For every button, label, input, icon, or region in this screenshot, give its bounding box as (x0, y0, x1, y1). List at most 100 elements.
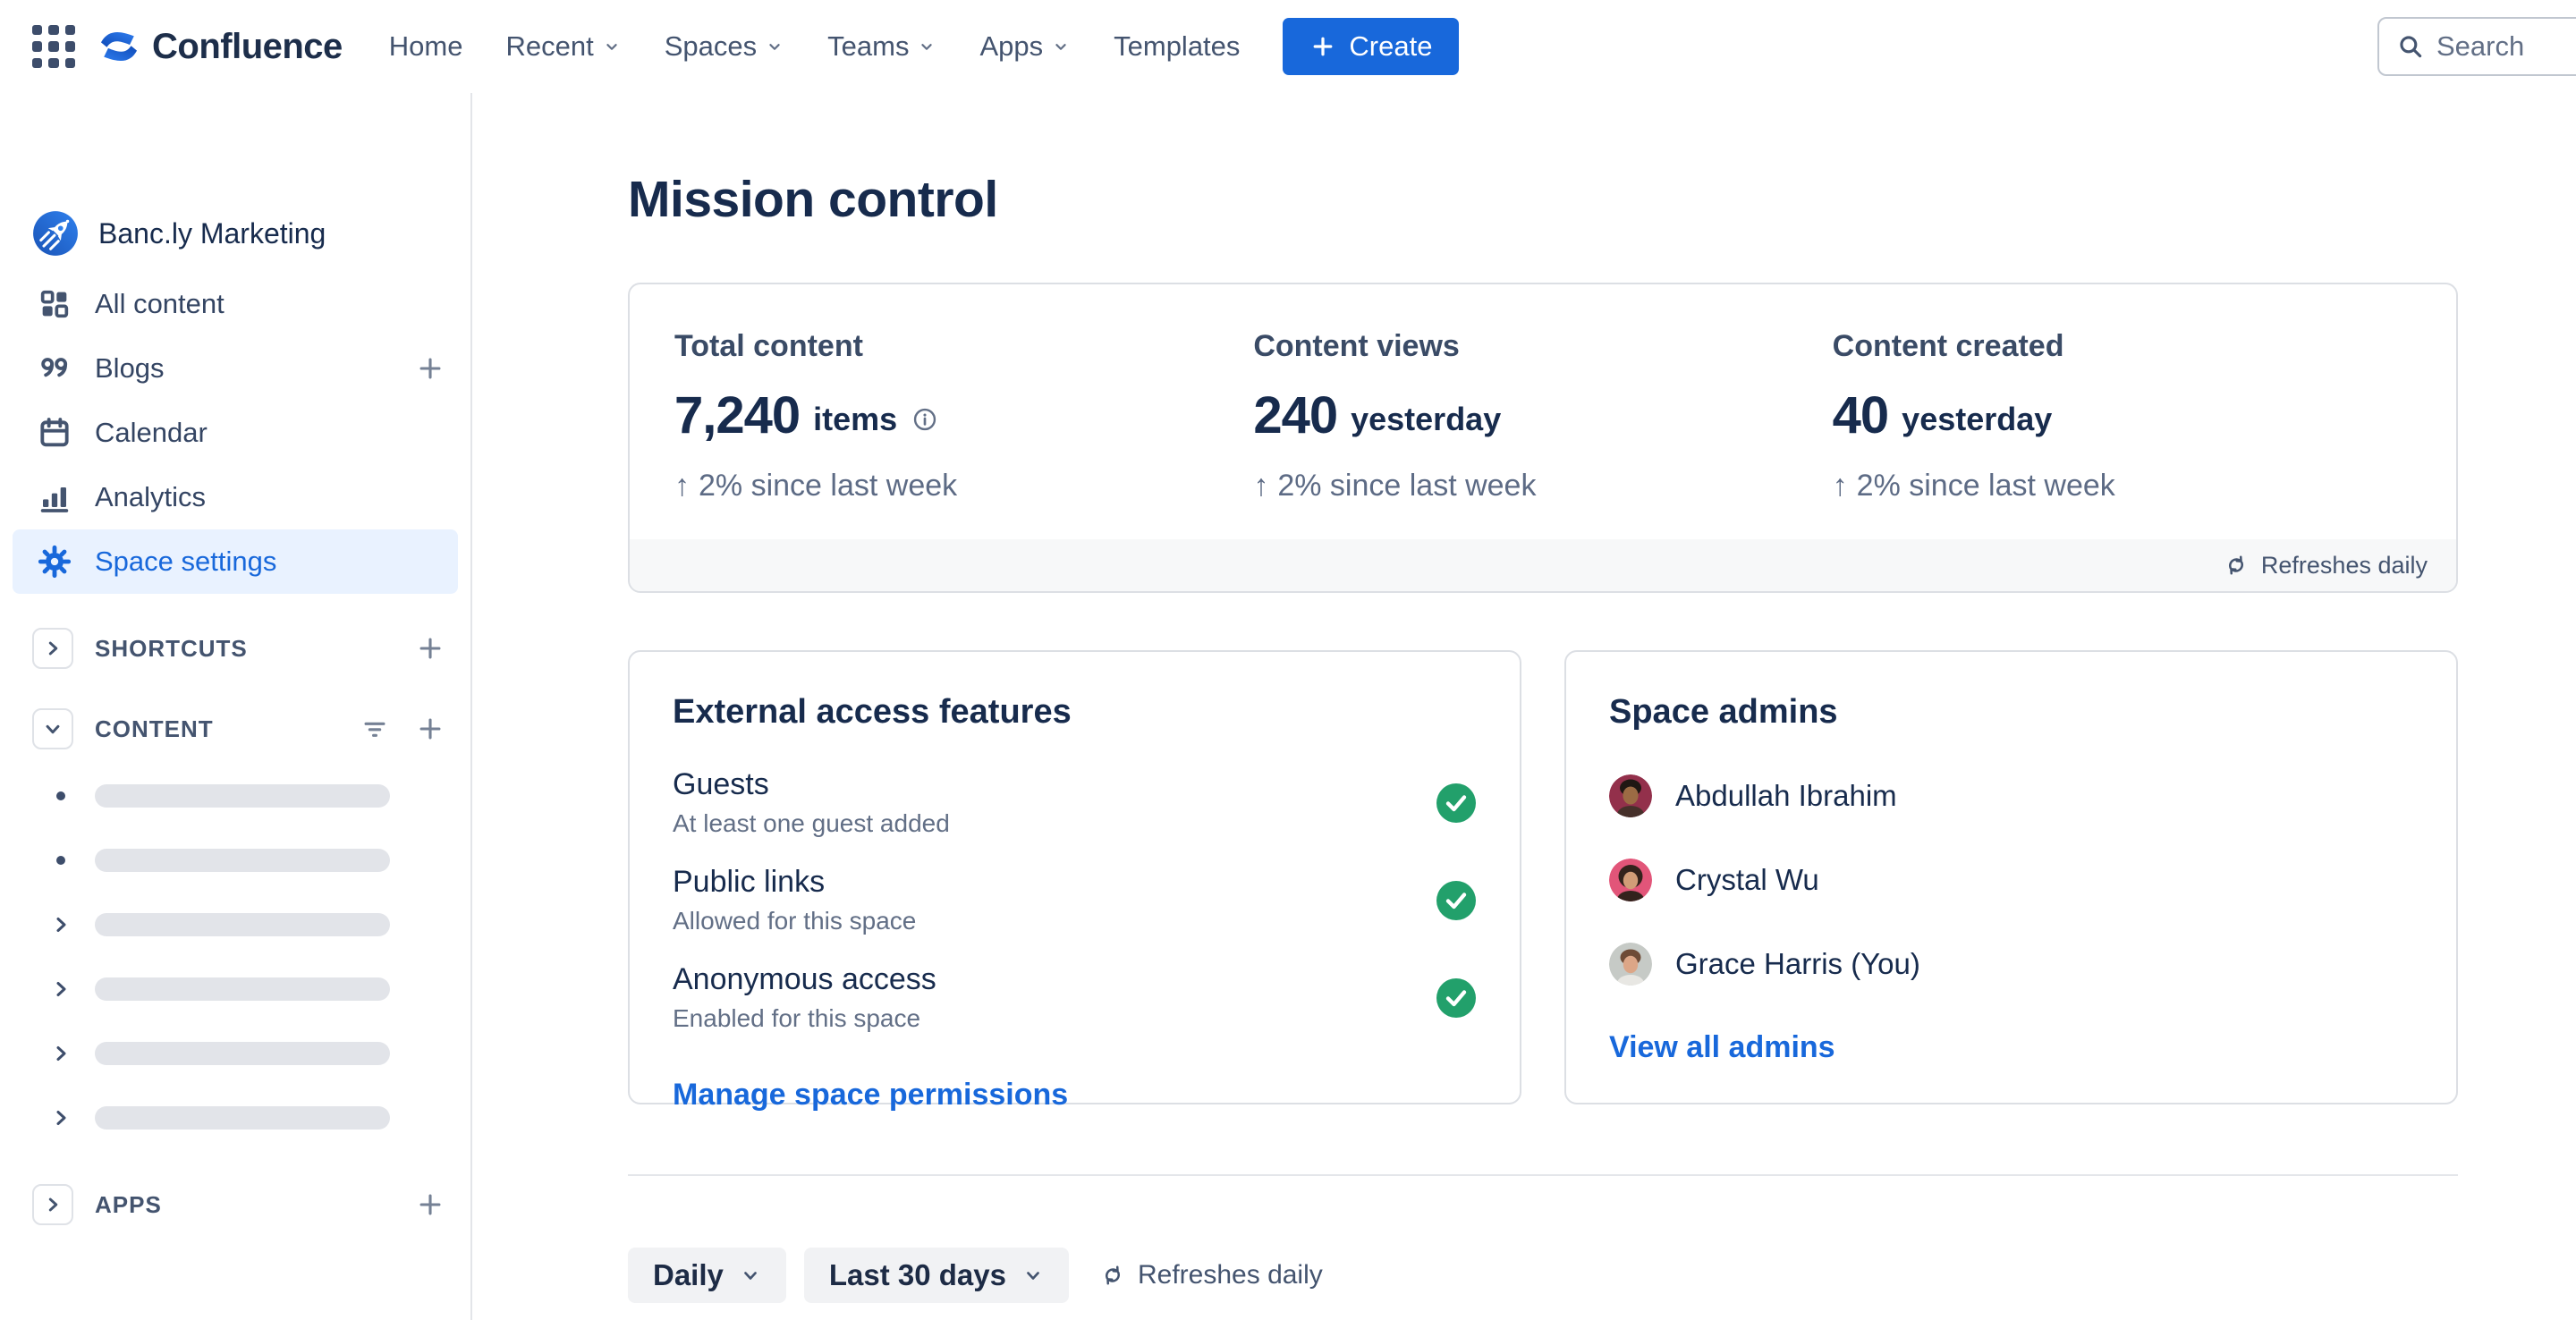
feature-description: At least one guest added (673, 809, 950, 837)
nav-item-recent[interactable]: Recent (506, 30, 622, 63)
check-circle-icon (1436, 783, 1476, 823)
nav-item-apps[interactable]: Apps (979, 30, 1071, 63)
feature-label: Anonymous access (673, 962, 936, 996)
chevron-down-icon (1055, 44, 1066, 50)
stat-trend: ↑ 2% since last week (1253, 469, 1537, 503)
section-label: SHORTCUTS (95, 634, 248, 662)
chevron-right-icon[interactable] (48, 912, 73, 937)
nav-item-teams[interactable]: Teams (827, 30, 936, 63)
analytics-controls: Daily Last 30 days R (628, 1248, 2458, 1303)
stat-unit: yesterday (1351, 400, 1502, 437)
admin-row[interactable]: Crystal Wu (1609, 859, 2413, 901)
sidebar-item-analytics[interactable]: Analytics (0, 465, 470, 529)
primary-nav: Home Recent Spaces Teams Apps Templates (389, 30, 1241, 63)
skeleton-bar (95, 913, 390, 936)
skeleton-bar (95, 977, 390, 1001)
confluence-logo[interactable]: Confluence (98, 27, 343, 67)
sidebar-item-label: Blogs (95, 352, 165, 384)
card-title: External access features (673, 693, 1072, 731)
stat-title: Content views (1253, 329, 1460, 363)
chevron-right-icon[interactable] (48, 1041, 73, 1066)
bullet-icon (48, 848, 73, 873)
granularity-dropdown[interactable]: Daily (628, 1248, 786, 1303)
quote-icon (36, 350, 73, 387)
admin-name: Grace Harris (You) (1675, 947, 1920, 980)
space-header[interactable]: Banc.ly Marketing (0, 195, 470, 272)
feature-label: Public links (673, 865, 826, 899)
admin-name: Crystal Wu (1675, 863, 1819, 896)
trend-up-icon: ↑ (674, 469, 690, 503)
nav-item-home[interactable]: Home (388, 30, 463, 62)
add-shortcut-icon[interactable] (415, 633, 445, 664)
chevron-right-icon (48, 641, 58, 656)
trend-up-icon: ↑ (1253, 469, 1269, 503)
stat-title: Content created (1832, 329, 2064, 363)
admin-name: Abdullah Ibrahim (1675, 779, 1897, 812)
section-label: APPS (95, 1190, 162, 1218)
add-blog-icon[interactable] (415, 353, 445, 384)
stat-title: Total content (674, 329, 863, 363)
skeleton-bar (95, 1042, 390, 1065)
chevron-down-icon (1027, 1272, 1039, 1280)
stat-value: 7,240 (674, 386, 801, 444)
sidebar-item-blogs[interactable]: Blogs (0, 336, 470, 401)
admin-row[interactable]: Abdullah Ibrahim (1609, 774, 2413, 817)
manage-space-permissions-link[interactable]: Manage space permissions (673, 1078, 1069, 1112)
content-tree-loading-item (0, 957, 470, 1021)
space-admins-card: Space admins Ab (1564, 650, 2458, 1104)
page-title: Mission control (628, 171, 998, 228)
avatar (1609, 943, 1652, 986)
content-tree-loading-item (0, 893, 470, 957)
collapse-content-button[interactable] (32, 708, 73, 749)
refresh-note: Refreshes daily (1099, 1260, 1323, 1290)
stat-total-content: Total content 7,240 items (674, 329, 1253, 503)
grid-icon (36, 285, 73, 323)
info-icon[interactable] (911, 405, 939, 434)
skeleton-bar (95, 1106, 390, 1130)
chevron-right-icon (48, 1197, 58, 1212)
section-divider (628, 1174, 2458, 1176)
search-icon (2400, 36, 2422, 58)
chevron-down-icon (46, 724, 60, 734)
space-logo-rocket-icon (33, 211, 78, 256)
stat-trend: ↑ 2% since last week (1832, 469, 2115, 503)
search-input[interactable] (2436, 30, 2576, 63)
external-access-card: External access features Guests At least… (628, 650, 1521, 1112)
expand-shortcuts-button[interactable] (32, 628, 73, 669)
chevron-right-icon[interactable] (48, 1105, 73, 1130)
sidebar-item-space-settings[interactable]: Space settings (13, 529, 458, 594)
chevron-down-icon (921, 44, 933, 50)
feature-row-guests: Guests At least one guest added (673, 767, 1477, 838)
content-tree-loading-item (0, 1021, 470, 1086)
stats-refresh-note: Refreshes daily (630, 539, 2456, 591)
filter-icon[interactable] (360, 714, 390, 744)
sidebar-section-content: CONTENT (0, 694, 470, 764)
create-button[interactable]: Create (1283, 18, 1460, 75)
stats-summary-card: Total content 7,240 items (628, 283, 2458, 593)
section-label: CONTENT (95, 715, 214, 742)
chevron-right-icon[interactable] (48, 977, 73, 1002)
add-content-icon[interactable] (415, 714, 445, 744)
app-switcher-icon[interactable] (32, 25, 75, 68)
sidebar-item-label: Space settings (95, 546, 277, 577)
refresh-icon (2228, 555, 2243, 575)
global-search[interactable] (2377, 17, 2576, 76)
expand-apps-button[interactable] (32, 1184, 73, 1225)
stat-trend: ↑ 2% since last week (674, 469, 958, 503)
add-app-icon[interactable] (415, 1189, 445, 1220)
check-circle-icon (1436, 977, 1476, 1018)
nav-item-spaces[interactable]: Spaces (665, 30, 784, 63)
nav-item-templates[interactable]: Templates (1114, 30, 1241, 62)
admin-row[interactable]: Grace Harris (You) (1609, 943, 2413, 986)
sidebar-item-all-content[interactable]: All content (0, 272, 470, 336)
feature-label: Guests (673, 767, 769, 801)
plus-icon (1314, 37, 1333, 56)
feature-description: Enabled for this space (673, 1004, 921, 1032)
bar-chart-icon (36, 478, 73, 516)
feature-row-anonymous-access: Anonymous access Enabled for this space (673, 962, 1477, 1033)
view-all-admins-link[interactable]: View all admins (1609, 1030, 1835, 1064)
date-range-dropdown[interactable]: Last 30 days (803, 1248, 1069, 1303)
sidebar-item-calendar[interactable]: Calendar (0, 401, 470, 465)
top-navigation-bar: Confluence Home Recent Spaces Teams Apps (0, 0, 2576, 93)
stat-value: 40 (1832, 386, 1890, 444)
